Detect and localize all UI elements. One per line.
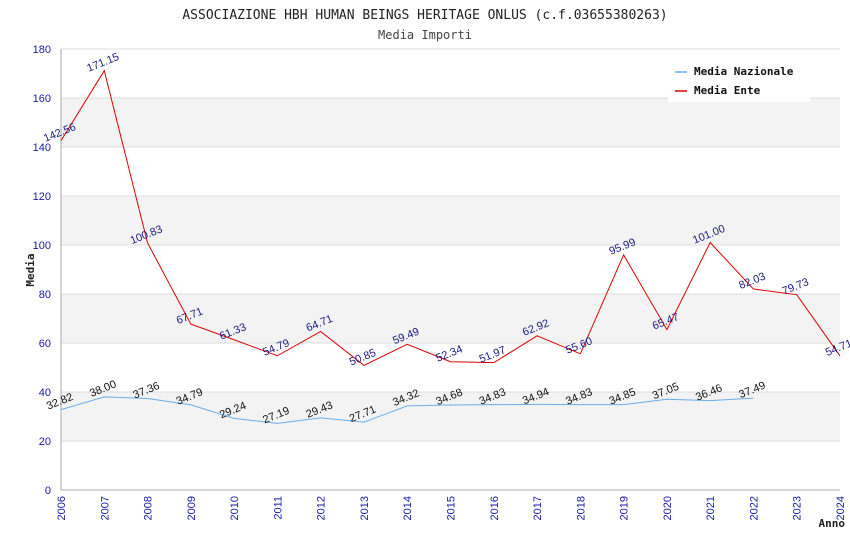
x-axis-label: Anno (819, 517, 846, 530)
series-line-media-ente (60, 69, 841, 367)
x-tick-label: 2006 (56, 496, 68, 520)
y-tick-label: 0 (45, 485, 51, 497)
x-tick-label: 2017 (532, 496, 544, 520)
x-tick-label: 2019 (619, 496, 631, 520)
series-line-media-nazionale (60, 396, 754, 424)
legend-label-media-ente: Media Ente (694, 84, 761, 97)
y-tick-label: 40 (39, 387, 51, 399)
grid-band (61, 392, 840, 441)
x-tick-label: 2021 (705, 496, 717, 520)
x-tick-label: 2014 (402, 496, 414, 520)
x-tick-label: 2015 (446, 496, 458, 520)
y-tick-label: 120 (33, 191, 51, 203)
x-tick-label: 2020 (662, 496, 674, 520)
x-tick-label: 2022 (748, 496, 760, 520)
legend-label-media-nazionale: Media Nazionale (694, 65, 794, 78)
grid-bands (61, 98, 840, 441)
x-tick-label: 2010 (229, 496, 241, 520)
x-tick-label: 2011 (272, 496, 284, 520)
legend: Media Nazionale Media Ente (668, 60, 810, 102)
x-tick-label: 2024 (835, 496, 847, 520)
y-tick-labels: 0 20 40 60 80 100 120 140 160 180 (33, 44, 51, 497)
x-tick-label: 2009 (186, 496, 198, 520)
y-tick-label: 160 (33, 93, 51, 105)
y-tick-label: 60 (39, 338, 51, 350)
x-tick-label: 2008 (143, 496, 155, 520)
y-tick-label: 20 (39, 436, 51, 448)
x-tick-label: 2016 (489, 496, 501, 520)
y-tick-label: 180 (33, 44, 51, 56)
y-axis-label: Media (24, 253, 37, 286)
grid-band (61, 294, 840, 343)
y-tick-label: 100 (33, 240, 51, 252)
grid-band (61, 98, 840, 147)
chart-title: ASSOCIAZIONE HBH HUMAN BEINGS HERITAGE O… (182, 8, 667, 23)
x-tick-label: 2023 (792, 496, 804, 520)
data-label-media-ente: 171.15 (85, 51, 121, 75)
chart-subtitle: Media Importi (378, 28, 472, 42)
legend-box (668, 60, 810, 102)
x-tick-label: 2007 (99, 496, 111, 520)
series-group (60, 69, 841, 424)
x-tick-label: 2013 (359, 496, 371, 520)
grid-band (61, 196, 840, 245)
x-tick-label: 2018 (575, 496, 587, 520)
x-tick-label: 2012 (316, 496, 328, 520)
data-label-media-ente: 82.03 (737, 271, 767, 292)
y-tick-label: 140 (33, 142, 51, 154)
x-tick-labels: 2006 2007 2008 2009 2010 2011 2012 2013 2014 2015… (56, 496, 847, 520)
y-tick-label: 80 (39, 289, 51, 301)
